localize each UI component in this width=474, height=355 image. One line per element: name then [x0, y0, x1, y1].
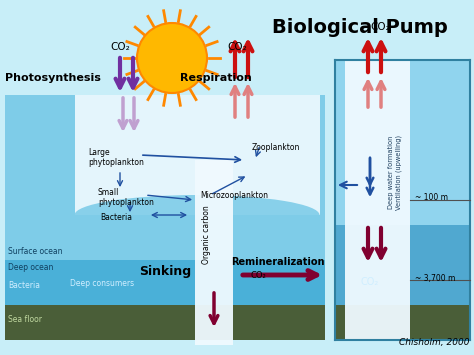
- Text: Microzooplankton: Microzooplankton: [200, 191, 268, 200]
- Text: CO₂: CO₂: [227, 42, 247, 52]
- Text: CO₂: CO₂: [110, 42, 130, 52]
- Bar: [75, 95, 320, 215]
- Text: Respiration: Respiration: [180, 73, 252, 83]
- Text: Photosynthesis: Photosynthesis: [5, 73, 101, 83]
- Text: Organic carbon: Organic carbon: [202, 206, 211, 264]
- Text: Bacteria: Bacteria: [100, 213, 132, 223]
- Text: ~ 100 m: ~ 100 m: [415, 193, 448, 202]
- Text: Deep ocean: Deep ocean: [8, 263, 54, 273]
- Text: Large
phytoplankton: Large phytoplankton: [88, 148, 144, 168]
- Bar: [5, 260, 325, 305]
- Bar: [345, 60, 410, 340]
- Text: Surface ocean: Surface ocean: [8, 247, 63, 257]
- Text: Chisholm, 2000: Chisholm, 2000: [400, 338, 470, 347]
- Text: CO₂: CO₂: [370, 22, 390, 32]
- Bar: [0, 0, 330, 355]
- Text: Bacteria: Bacteria: [8, 280, 40, 289]
- Ellipse shape: [74, 195, 319, 235]
- Text: CO₂: CO₂: [250, 271, 266, 279]
- Bar: [335, 305, 470, 340]
- Text: Remineralization: Remineralization: [231, 257, 325, 267]
- Text: Deep consumers: Deep consumers: [70, 279, 134, 289]
- Text: Deep water formation
Ventilation (upwelling): Deep water formation Ventilation (upwell…: [388, 135, 402, 209]
- Bar: [335, 225, 470, 305]
- Text: ~ 3,700 m: ~ 3,700 m: [415, 273, 456, 283]
- Text: Sea floor: Sea floor: [8, 316, 42, 324]
- Bar: [195, 160, 233, 345]
- Text: Small
phytoplankton: Small phytoplankton: [98, 188, 154, 207]
- Bar: [5, 305, 325, 340]
- Text: Biological Pump: Biological Pump: [272, 18, 448, 37]
- Text: CO₂: CO₂: [361, 277, 379, 287]
- Text: Zooplankton: Zooplankton: [252, 143, 301, 153]
- Bar: [5, 95, 325, 260]
- Bar: [335, 60, 470, 225]
- Text: Sinking: Sinking: [139, 266, 191, 279]
- Circle shape: [137, 23, 207, 93]
